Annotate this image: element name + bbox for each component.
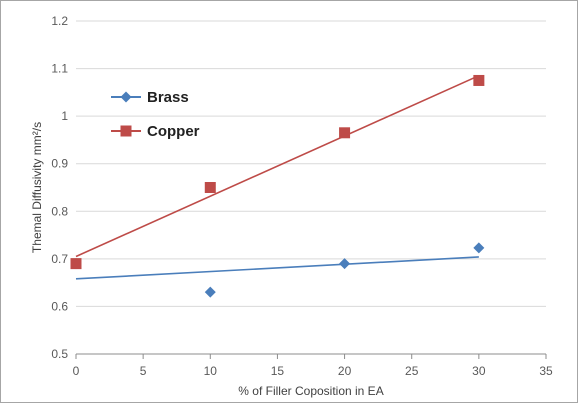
trendline-brass <box>75 256 479 280</box>
legend-label-copper: Copper <box>147 123 200 140</box>
y-tick-label: 0.6 <box>51 299 68 313</box>
x-tick-label: 15 <box>271 364 285 378</box>
x-axis-title: % of Filler Coposition in EA <box>238 384 383 398</box>
x-tick-label: 35 <box>539 364 553 378</box>
x-tick-label: 10 <box>204 364 218 378</box>
data-point-brass <box>473 242 485 254</box>
data-point-copper <box>473 74 485 86</box>
legend-item-brass: Brass <box>111 89 189 106</box>
legend-item-copper: Copper <box>111 123 200 140</box>
x-tick-label: 20 <box>338 364 352 378</box>
y-tick-label: 1.2 <box>51 14 68 28</box>
y-tick-label: 0.8 <box>51 204 68 218</box>
data-markers <box>70 74 485 298</box>
y-axis-title: Themal Diffusivity mm²/s <box>30 122 44 253</box>
legend: Brass Copper <box>111 89 200 140</box>
legend-swatch-copper-marker <box>120 125 132 137</box>
data-point-copper <box>339 127 351 139</box>
y-tick-label: 0.7 <box>51 252 68 266</box>
legend-swatch-brass-marker <box>120 91 132 103</box>
data-point-copper <box>204 182 216 193</box>
x-tick-label: 5 <box>140 364 147 378</box>
data-point-copper <box>70 258 82 270</box>
axes: 0.5 0.6 0.7 0.8 0.9 1 1.1 1.2 0 5 10 15 20 25 30 35 <box>51 14 553 378</box>
legend-marker-copper <box>120 125 132 137</box>
legend-label-brass: Brass <box>147 89 189 106</box>
y-tick-label: 0.5 <box>51 347 68 361</box>
legend-marker-brass <box>120 91 132 103</box>
x-tick-label: 0 <box>73 364 80 378</box>
y-tick-label: 1 <box>61 109 68 123</box>
y-tick-label: 0.9 <box>51 157 68 171</box>
gridlines <box>76 20 546 355</box>
trendline-copper <box>75 74 480 258</box>
x-tick-label: 30 <box>472 364 486 378</box>
trendlines <box>75 74 480 280</box>
x-tick-label: 25 <box>405 364 419 378</box>
y-tick-label: 1.1 <box>51 62 68 76</box>
data-point-brass <box>204 286 216 298</box>
data-point-brass <box>339 258 351 270</box>
